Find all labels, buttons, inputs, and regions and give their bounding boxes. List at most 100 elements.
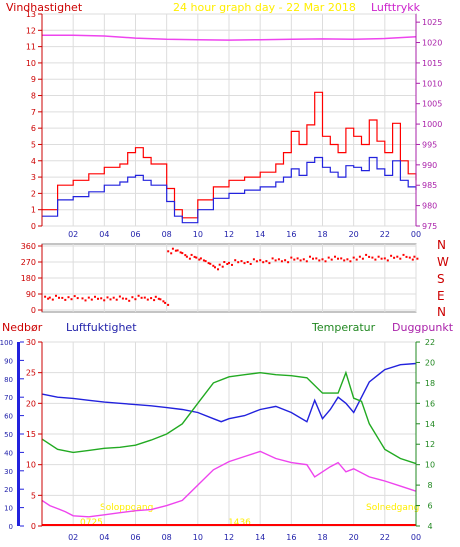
humidity-label: Luftfuktighet [66,321,137,334]
direction-point [121,297,124,300]
precipitation-tick-label: 20 [4,486,13,494]
direction-point [408,256,411,259]
temp-x-tick-label: 00 [411,533,421,542]
direction-point [274,259,277,262]
direction-point [176,249,179,252]
temp-right-tick-label: 8 [427,481,432,490]
direction-point [44,295,47,298]
temp-x-tick-label: 14 [255,533,265,542]
direction-point [140,296,143,299]
direction-point [153,299,156,302]
temp-x-tick-label: 22 [380,533,390,542]
direction-point [277,258,280,261]
temp-right-tick-label: 6 [427,502,432,511]
series-vindhastighet-line [42,156,417,224]
direction-point [184,254,187,257]
direction-point [171,247,174,250]
direction-point [231,263,233,266]
direction-point [243,262,246,265]
temp-right-tick-label: 4 [427,522,432,531]
direction-point [150,297,153,300]
direction-point [181,252,184,255]
direction-point [143,296,146,299]
direction-point [234,259,237,262]
direction-point [125,297,128,300]
wind-x-tick-label: 00 [411,230,421,239]
direction-point [249,263,252,265]
wind-left-tick-label: 5 [31,140,36,149]
direction-point [179,251,182,254]
wind-x-tick-label: 16 [286,230,296,239]
direction-point [48,296,51,299]
precipitation-tick-label: 0 [9,523,13,531]
compass-s: S [437,272,445,286]
direction-point [399,257,402,260]
direction-point [128,299,131,302]
direction-point [137,294,140,297]
series-temperatur-line [41,370,417,465]
direction-point [90,298,93,301]
humidity-tick-label: 30 [26,338,36,347]
direction-point [371,256,374,259]
wind-x-tick-label: 12 [224,230,234,239]
direction-point [70,298,73,301]
wind-speed-label: Vindhastighet [6,1,83,14]
wind-x-tick-label: 02 [68,230,78,239]
precipitation-tick-label: 70 [4,394,13,402]
pressure-right-tick-label: 995 [422,140,437,149]
direction-tick-label: 0 [31,306,36,315]
direction-point [284,259,287,262]
direction-point [358,255,361,258]
wind-left-tick-label: 8 [31,92,36,101]
pressure-right-tick-label: 1010 [422,79,442,88]
wind-left-tick-label: 4 [31,157,36,166]
sunrise-label: Soloppgang [100,503,153,513]
direction-point [327,256,330,259]
direction-point [55,294,57,297]
pressure-right-tick-label: 1005 [422,100,442,109]
temp-right-tick-label: 20 [425,358,435,367]
direction-tick-label: 90 [26,290,36,299]
direction-point [164,301,167,304]
direction-point [352,256,355,259]
direction-point [255,260,258,263]
pressure-right-tick-label: 1020 [422,39,442,48]
direction-point [396,255,399,258]
direction-point [259,259,262,262]
direction-point [237,261,240,264]
direction-point [100,297,103,300]
direction-point [73,295,76,298]
pressure-right-tick-label: 980 [422,202,437,211]
direction-point [195,256,198,259]
direction-point [134,298,137,301]
humidity-tick-label: 20 [26,399,36,408]
direction-point [318,259,321,262]
direction-tick-label: 270 [21,258,36,267]
series-lufttrykk-line [42,34,417,41]
direction-point [170,252,173,255]
direction-point [302,258,305,261]
temp-x-tick-label: 10 [193,533,203,542]
temp-right-tick-label: 18 [425,379,435,388]
wind-x-tick-label: 14 [255,230,265,239]
axes-layer: 0123456789101112139759809859909951000100… [0,10,442,542]
precipitation-tick-label: 90 [4,357,13,365]
grid-layer [42,13,417,527]
direction-point [47,297,50,300]
direction-point [209,262,212,265]
temperature-label: Temperatur [311,321,376,334]
direction-point [81,297,84,300]
direction-point [315,257,318,260]
direction-point [411,258,414,261]
direction-point [386,259,389,262]
humidity-tick-label: 5 [31,491,36,500]
precipitation-scale-bar [17,342,20,526]
direction-point [106,296,109,299]
temp-right-tick-label: 14 [425,420,435,429]
direction-point [296,257,299,260]
direction-point [146,298,149,301]
wind-x-tick-label: 20 [349,230,359,239]
direction-point [223,261,226,263]
direction-point [246,261,249,263]
